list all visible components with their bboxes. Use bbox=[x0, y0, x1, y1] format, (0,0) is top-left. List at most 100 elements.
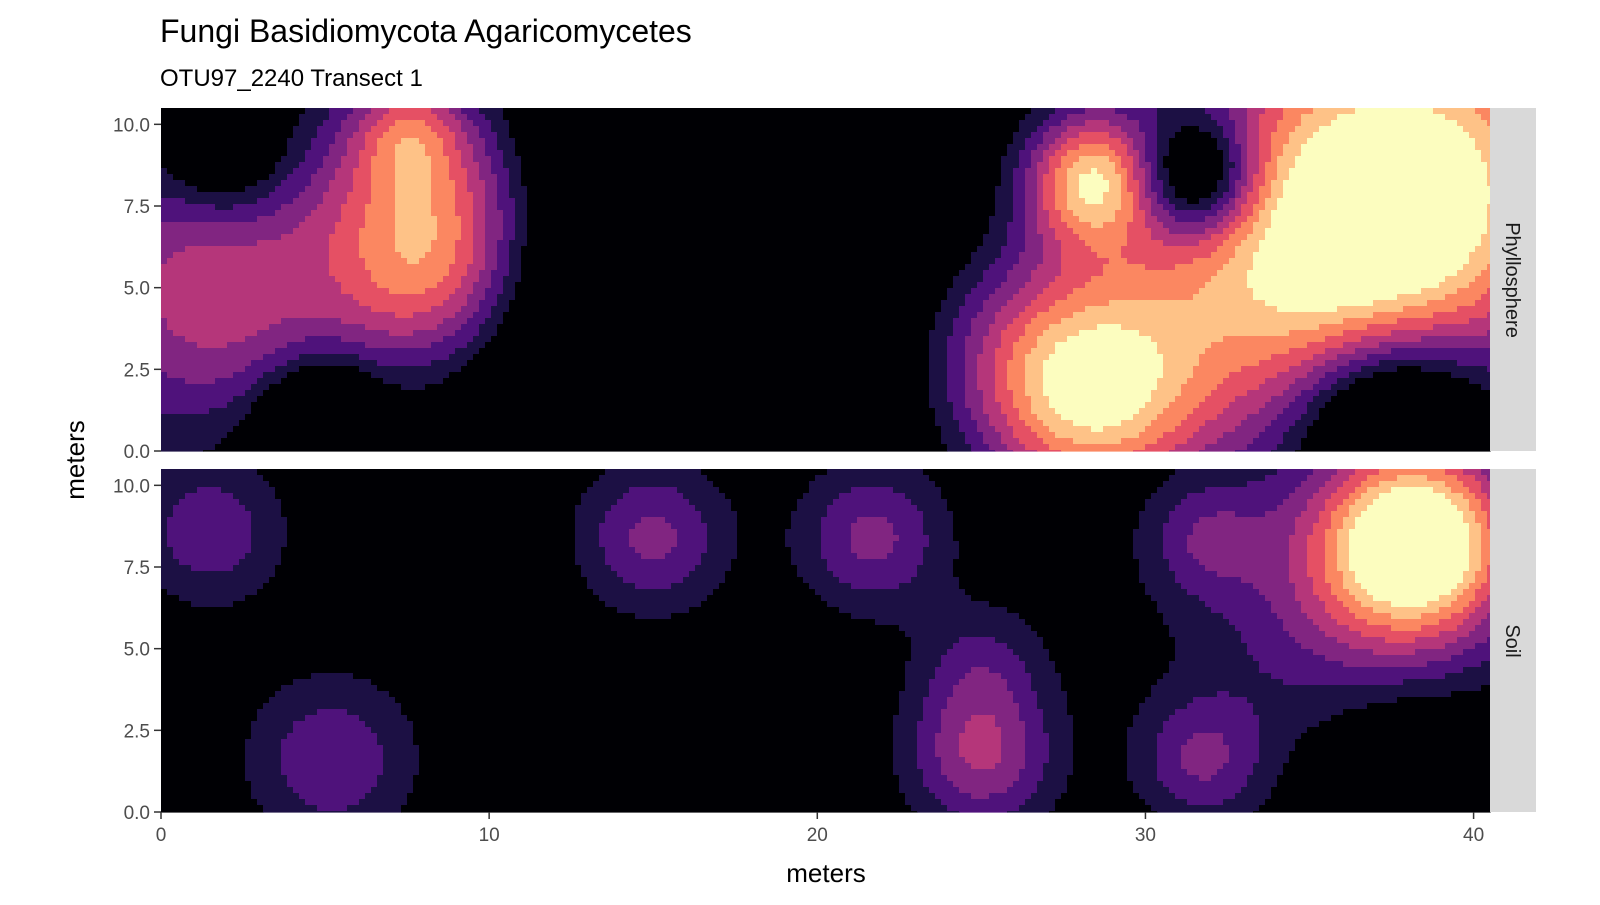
heatmap-cell bbox=[1253, 264, 1464, 271]
heatmap-cell bbox=[317, 126, 342, 133]
heatmap-cell bbox=[1013, 354, 1026, 361]
heatmap-cell bbox=[1481, 601, 1491, 608]
heatmap-cell bbox=[953, 414, 972, 421]
heatmap-cell bbox=[407, 258, 420, 265]
heatmap-cell bbox=[1259, 144, 1272, 151]
heatmap-cell bbox=[1295, 583, 1314, 590]
heatmap-cell bbox=[431, 360, 468, 367]
heatmap-cell bbox=[509, 264, 522, 271]
heatmap-cell bbox=[1013, 697, 1038, 704]
heatmap-cell bbox=[431, 156, 450, 163]
heatmap-cell bbox=[527, 234, 984, 241]
heatmap-cell bbox=[953, 565, 1140, 572]
heatmap-cell bbox=[1283, 144, 1302, 151]
heatmap-cell bbox=[1481, 240, 1491, 247]
heatmap-cell bbox=[1307, 408, 1320, 415]
heatmap-cell bbox=[1073, 162, 1116, 169]
heatmap-cell bbox=[161, 348, 276, 355]
heatmap-cell bbox=[929, 475, 1170, 482]
heatmap-cell bbox=[1199, 126, 1224, 133]
heatmap-cell bbox=[491, 282, 504, 289]
heatmap-cell bbox=[485, 252, 498, 259]
heatmap-cell bbox=[593, 589, 714, 596]
heatmap-cell bbox=[1265, 108, 1284, 115]
heatmap-cell bbox=[1139, 150, 1146, 157]
heatmap-cell bbox=[473, 246, 486, 253]
heatmap-cell bbox=[161, 511, 174, 518]
heatmap-cell bbox=[179, 499, 240, 506]
heatmap-cell bbox=[1163, 162, 1224, 169]
heatmap-cell bbox=[461, 324, 480, 331]
heatmap-cell bbox=[953, 282, 978, 289]
heatmap-cell bbox=[287, 529, 576, 536]
heatmap-cell bbox=[509, 258, 522, 265]
heatmap-cell bbox=[1283, 763, 1491, 770]
heatmap-cell bbox=[1343, 523, 1356, 530]
heatmap-cell bbox=[1031, 318, 1062, 325]
heatmap-cell bbox=[161, 577, 270, 584]
heatmap-cell bbox=[1157, 342, 1212, 349]
heatmap-cell bbox=[1091, 276, 1212, 283]
heatmap-cell bbox=[329, 246, 360, 253]
heatmap-cell bbox=[1163, 523, 1194, 530]
heatmap-cell bbox=[1241, 420, 1272, 427]
heatmap-cell bbox=[1157, 168, 1170, 175]
heatmap-cell bbox=[1043, 186, 1056, 193]
heatmap-cell bbox=[1013, 138, 1026, 145]
heatmap-cell bbox=[1055, 805, 1152, 812]
heatmap-cell bbox=[275, 571, 582, 578]
heatmap-cell bbox=[995, 318, 1014, 325]
heatmap-cell bbox=[275, 487, 588, 494]
heatmap-cell bbox=[1289, 174, 1488, 181]
heatmap-cell bbox=[1313, 493, 1332, 500]
heatmap-cell bbox=[161, 535, 168, 542]
heatmap-cell bbox=[839, 577, 912, 584]
heatmap-cell bbox=[1475, 493, 1488, 500]
heatmap-cell bbox=[1055, 661, 1170, 668]
heatmap-cell bbox=[1265, 228, 1488, 235]
heatmap-cell bbox=[1259, 739, 1296, 746]
heatmap-cell bbox=[1289, 348, 1326, 355]
heatmap-cell bbox=[1217, 414, 1248, 421]
heatmap-cell bbox=[785, 541, 822, 548]
heatmap-cell bbox=[1295, 487, 1320, 494]
heatmap-cell bbox=[617, 499, 690, 506]
heatmap-cell bbox=[605, 601, 702, 608]
heatmap-cell bbox=[401, 138, 420, 145]
heatmap-cell bbox=[1079, 156, 1110, 163]
heatmap-cell bbox=[161, 559, 180, 566]
heatmap-cell bbox=[401, 703, 900, 710]
heatmap-cell bbox=[389, 126, 432, 133]
heatmap-cell bbox=[1241, 240, 1260, 247]
heatmap-cell bbox=[1217, 270, 1248, 277]
heatmap-cell bbox=[1223, 739, 1260, 746]
heatmap-cell bbox=[161, 282, 342, 289]
heatmap-cell bbox=[1241, 787, 1272, 794]
heatmap-cell bbox=[1067, 222, 1092, 229]
heatmap-cell bbox=[1067, 775, 1128, 782]
heatmap-cell bbox=[371, 270, 450, 277]
heatmap-cell bbox=[977, 420, 990, 427]
heatmap-cell bbox=[1157, 378, 1188, 385]
heatmap-cell bbox=[1475, 643, 1491, 650]
heatmap-cell bbox=[383, 745, 420, 752]
heatmap-cell bbox=[461, 282, 474, 289]
heatmap-cell bbox=[1139, 192, 1146, 199]
heatmap-cell bbox=[317, 168, 336, 175]
heatmap-cell bbox=[1445, 673, 1491, 680]
heatmap-cell bbox=[1457, 505, 1470, 512]
heatmap-cell bbox=[1457, 475, 1476, 482]
heatmap-cell bbox=[1157, 745, 1182, 752]
heatmap-cell bbox=[1145, 264, 1176, 271]
heatmap-cell bbox=[353, 673, 906, 680]
heatmap-cell bbox=[1475, 625, 1491, 632]
heatmap-cell bbox=[575, 559, 606, 566]
heatmap-cell bbox=[1079, 216, 1116, 223]
heatmap-cell bbox=[401, 805, 912, 812]
heatmap-cell bbox=[461, 156, 474, 163]
heatmap-cell bbox=[425, 288, 456, 295]
heatmap-cell bbox=[941, 426, 960, 433]
heatmap-cell bbox=[269, 384, 402, 391]
heatmap-cell bbox=[1331, 511, 1350, 518]
heatmap-cell bbox=[167, 517, 252, 524]
